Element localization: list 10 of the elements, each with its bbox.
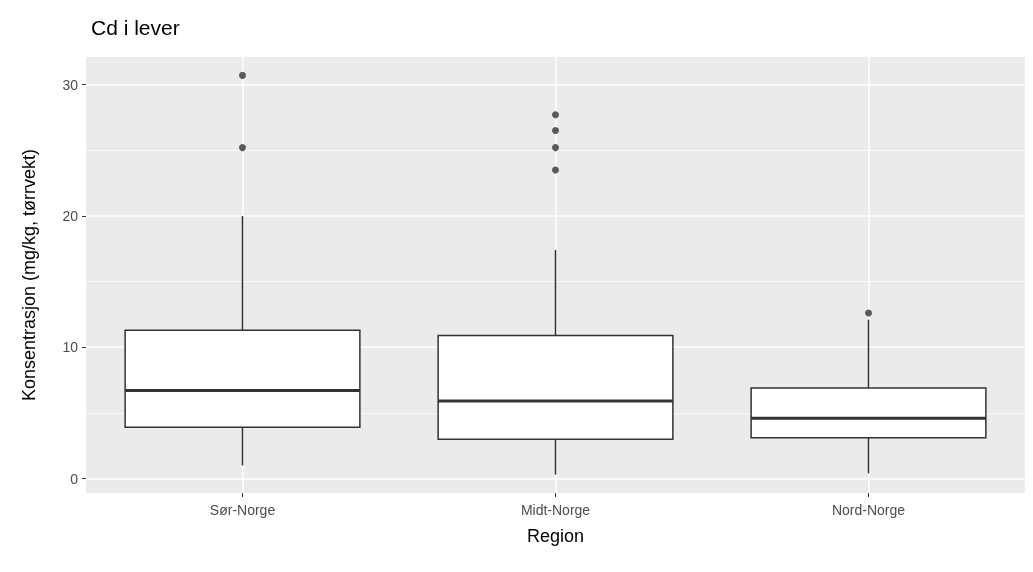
y-axis-title: Konsentrasjon (mg/kg, tørrvekt) [19,148,39,402]
x-tick-label: Sør-Norge [209,502,276,518]
y-tick-label: 30 [62,76,79,93]
x-tick-label: Nord-Norge [831,502,906,518]
chart-title: Cd i lever [91,16,180,39]
x-axis-title: Region [526,526,585,546]
y-tick-label: 0 [70,470,79,487]
y-tick-label: 20 [62,207,79,224]
x-tick-label: Midt-Norge [520,502,591,518]
y-tick-label: 10 [62,339,79,356]
